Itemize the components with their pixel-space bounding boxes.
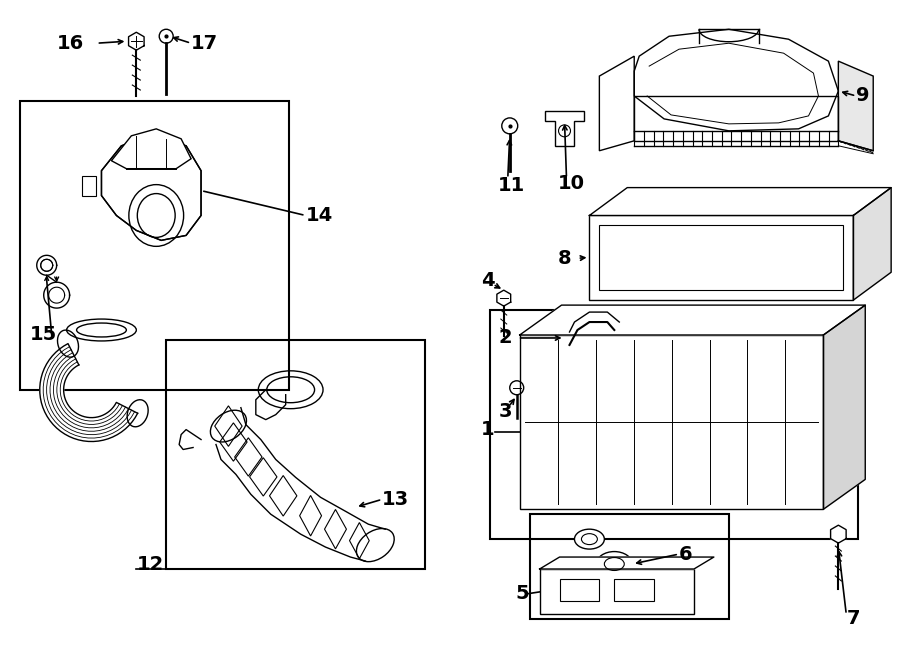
- Bar: [519, 335, 824, 509]
- Text: 16: 16: [57, 34, 84, 53]
- Text: 14: 14: [306, 206, 333, 225]
- Text: 5: 5: [516, 585, 529, 603]
- Polygon shape: [497, 290, 510, 306]
- Polygon shape: [519, 305, 865, 335]
- Text: 8: 8: [557, 249, 572, 268]
- Text: 3: 3: [499, 402, 512, 421]
- Text: 1: 1: [481, 420, 494, 439]
- Bar: [20, 101, 289, 390]
- Polygon shape: [839, 61, 873, 151]
- Text: 15: 15: [30, 326, 57, 344]
- Polygon shape: [112, 129, 191, 169]
- Polygon shape: [599, 56, 634, 151]
- Bar: [590, 216, 853, 300]
- Text: 6: 6: [679, 545, 693, 563]
- Text: 9: 9: [856, 87, 869, 105]
- Bar: [530, 514, 729, 619]
- Polygon shape: [129, 32, 144, 50]
- Polygon shape: [216, 408, 385, 561]
- Polygon shape: [831, 525, 846, 543]
- Text: 17: 17: [191, 34, 218, 53]
- Bar: [599, 226, 843, 290]
- Text: 2: 2: [499, 328, 512, 348]
- Ellipse shape: [597, 551, 632, 577]
- Bar: [166, 340, 425, 569]
- Bar: [615, 579, 654, 601]
- Polygon shape: [634, 96, 839, 141]
- Ellipse shape: [574, 529, 604, 549]
- Polygon shape: [40, 260, 53, 271]
- Polygon shape: [853, 187, 891, 300]
- Text: 4: 4: [481, 271, 494, 290]
- Polygon shape: [102, 136, 201, 240]
- Text: 13: 13: [382, 490, 410, 509]
- Bar: [540, 569, 694, 614]
- Text: 11: 11: [498, 176, 525, 195]
- Polygon shape: [82, 175, 96, 195]
- Polygon shape: [824, 305, 865, 509]
- Polygon shape: [40, 344, 138, 442]
- Polygon shape: [544, 111, 584, 146]
- Polygon shape: [634, 29, 839, 131]
- Text: 10: 10: [557, 174, 584, 193]
- Text: 12: 12: [136, 555, 164, 573]
- Bar: [490, 310, 859, 539]
- Polygon shape: [49, 287, 65, 303]
- Polygon shape: [590, 187, 891, 216]
- Polygon shape: [37, 256, 57, 275]
- Polygon shape: [44, 282, 69, 308]
- Text: 7: 7: [846, 609, 860, 628]
- Bar: [560, 579, 599, 601]
- Polygon shape: [540, 557, 714, 569]
